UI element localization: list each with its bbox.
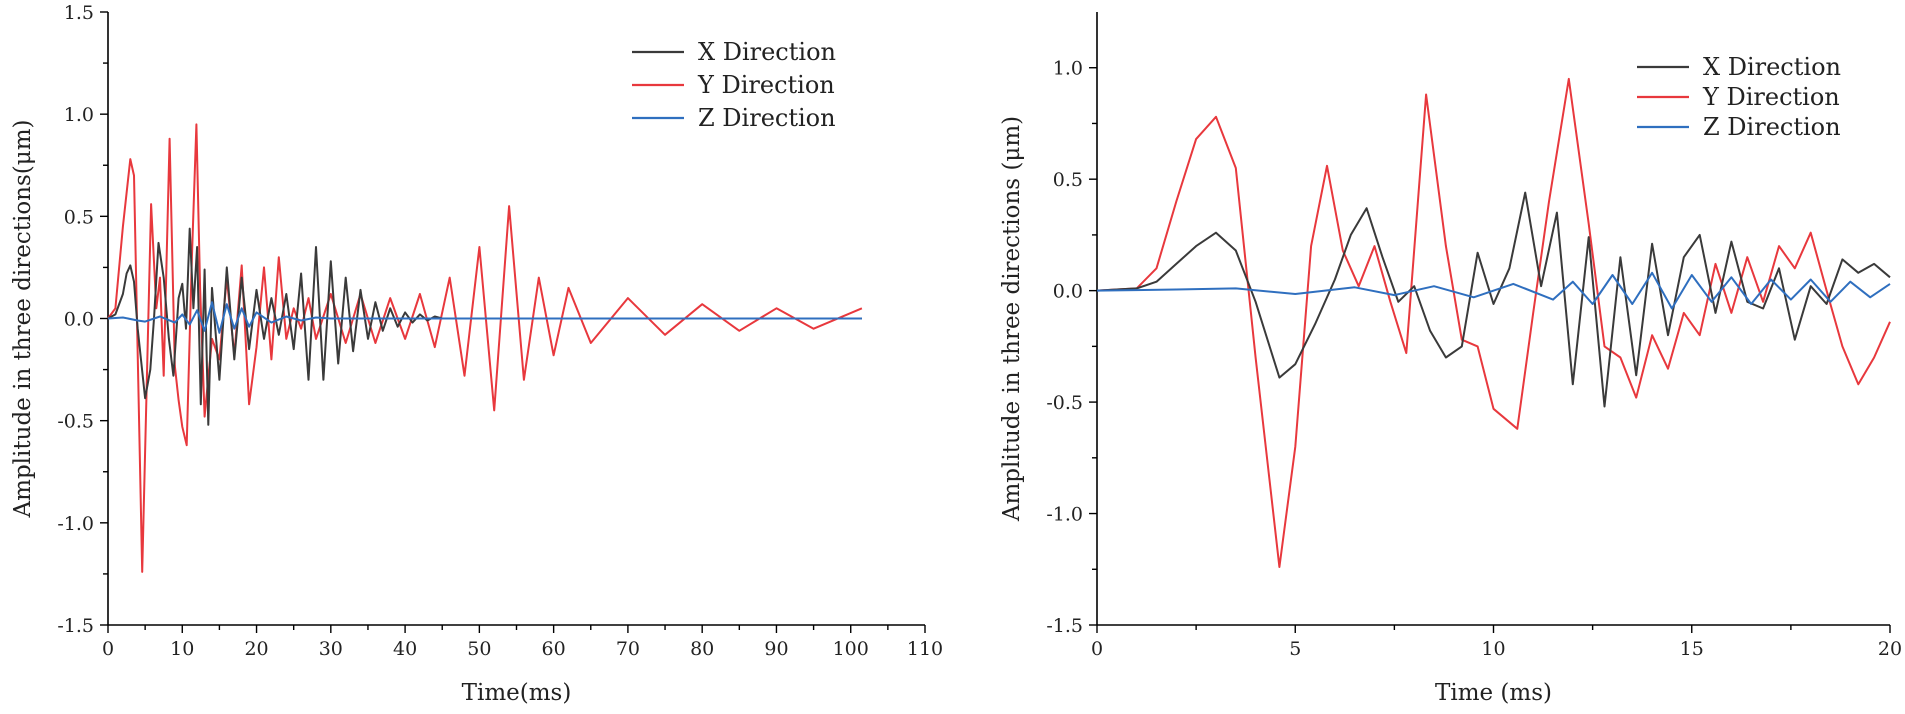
x-tick-label: 0 xyxy=(1091,638,1103,660)
x-tick-label: 30 xyxy=(319,638,343,660)
x-tick-label: 15 xyxy=(1680,638,1704,660)
y-tick-label: 0.5 xyxy=(1053,169,1083,191)
x-tick-label: 90 xyxy=(764,638,788,660)
y-tick-label: -1.0 xyxy=(1046,504,1083,526)
series-line-y-direction xyxy=(107,123,863,573)
legend-label: Z Direction xyxy=(1703,113,1841,141)
series-line-z-direction xyxy=(1096,271,1891,310)
x-tick-label: 100 xyxy=(833,638,869,660)
y-tick-label: -1.5 xyxy=(57,615,94,637)
chart-2: -1.5 -1.0 -0.5 0.0 0.5 1.0 0 5 10 15 20 Time (ms) Am… xyxy=(999,12,1902,706)
y-tick-label: 1.0 xyxy=(1053,58,1083,80)
y-tick-label: 0.5 xyxy=(64,206,94,228)
y-tick-label: -1.5 xyxy=(1046,615,1083,637)
legend-label: Z Direction xyxy=(698,104,836,132)
series-line-x-direction xyxy=(1096,191,1891,408)
y-tick-label: -1.0 xyxy=(57,513,94,535)
x-tick-label: 50 xyxy=(467,638,491,660)
x-tick-label: 110 xyxy=(907,638,943,660)
y-tick-label: 0.0 xyxy=(64,309,94,331)
y-tick-label: 1.5 xyxy=(64,2,94,24)
x-tick-label: 20 xyxy=(1878,638,1902,660)
x-tick-label: 10 xyxy=(170,638,194,660)
x-tick-label: 40 xyxy=(393,638,417,660)
x-tick-label: 60 xyxy=(542,638,566,660)
series-line-z-direction xyxy=(107,301,862,334)
x-tick-label: 5 xyxy=(1289,638,1301,660)
x-tick-label: 10 xyxy=(1481,638,1505,660)
series-line-y-direction xyxy=(1096,77,1891,568)
x-tick-label: 70 xyxy=(616,638,640,660)
y-axis-title: Amplitude in three directions(μm) xyxy=(10,120,36,519)
x-tick-label: 0 xyxy=(102,638,114,660)
legend-label: Y Direction xyxy=(697,71,835,99)
chart-1: -1.5 -1.0 -0.5 0.0 0.5 1.0 1.5 0 10 20 30 40 50 60 70 8… xyxy=(10,2,943,706)
y-tick-label: -0.5 xyxy=(57,411,94,433)
y-tick-label: 0.0 xyxy=(1053,281,1083,303)
y-tick-label: 1.0 xyxy=(64,104,94,126)
y-tick-label: -0.5 xyxy=(1046,392,1083,414)
legend-label: Y Direction xyxy=(1702,83,1840,111)
x-tick-label: 20 xyxy=(244,638,268,660)
x-axis-title: Time (ms) xyxy=(1435,680,1552,706)
legend-label: X Direction xyxy=(698,38,836,66)
x-tick-label: 80 xyxy=(690,638,714,660)
legend-label: X Direction xyxy=(1703,53,1841,81)
y-axis-title: Amplitude in three directions (μm) xyxy=(999,116,1025,522)
x-axis-title: Time(ms) xyxy=(462,680,572,706)
